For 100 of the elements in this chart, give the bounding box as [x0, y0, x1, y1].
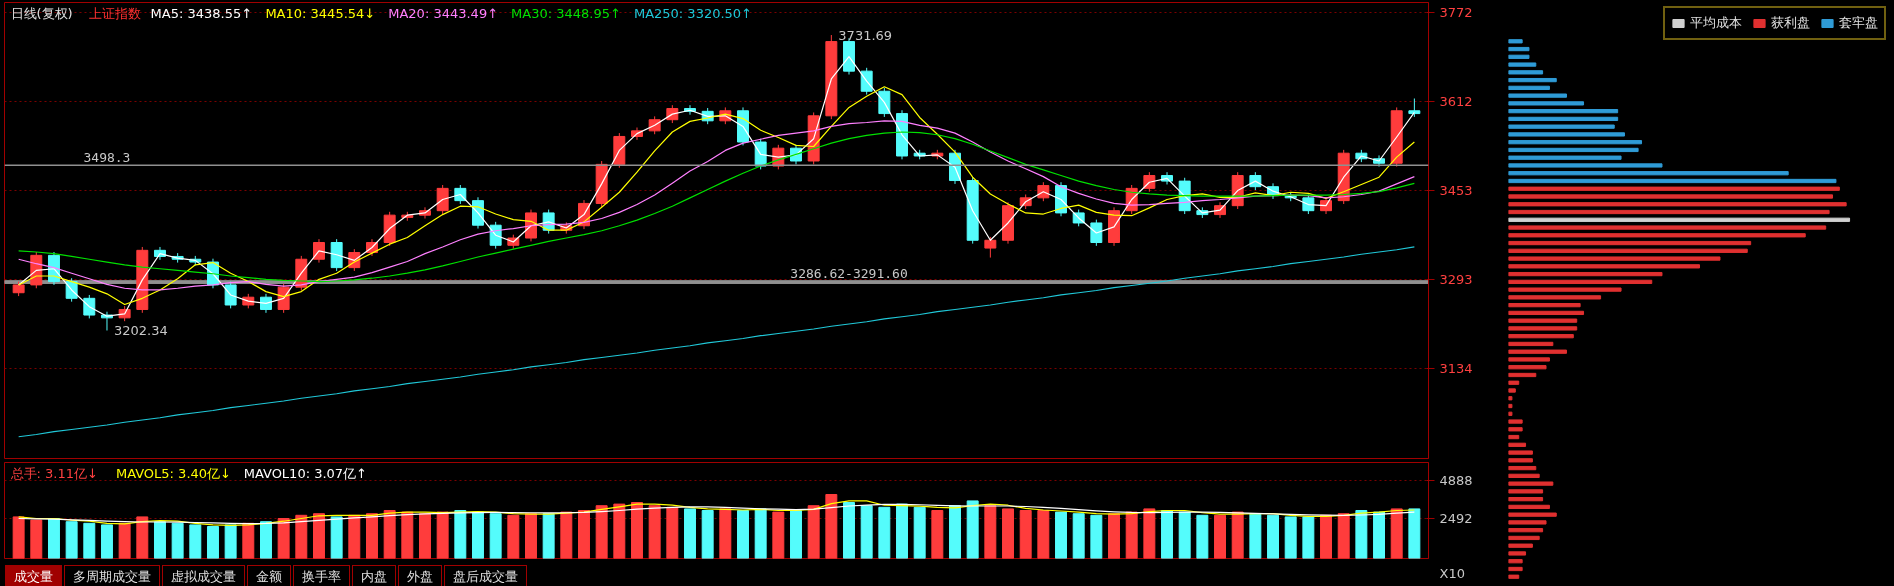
bar [525, 513, 537, 559]
bar [171, 522, 184, 559]
bar [1508, 77, 1557, 83]
bar [295, 514, 308, 559]
bar [1508, 70, 1544, 75]
band-label: 3286.62-3291.60 [790, 265, 908, 281]
bar [1508, 140, 1643, 145]
bar [472, 511, 484, 559]
text: MA250: 3320.50↑ [633, 5, 753, 21]
text: MA5: 3438.55↑ [150, 5, 253, 21]
bar [507, 514, 520, 559]
candlestick [224, 281, 237, 309]
bar [737, 510, 749, 559]
bar [1508, 481, 1554, 486]
y-tick-label: 3293 [1439, 272, 1473, 288]
text: MA30: 3448.95↑ [511, 5, 621, 21]
bar [1508, 318, 1578, 323]
bar [1508, 271, 1663, 277]
bar [1508, 349, 1567, 354]
bar [1508, 403, 1513, 409]
bar [1508, 450, 1533, 455]
line-series [18, 246, 1415, 438]
bar [843, 502, 855, 559]
bar [1508, 279, 1653, 284]
text: 成交量 [5, 565, 62, 586]
bar [1508, 396, 1513, 401]
candlestick [1090, 219, 1103, 247]
y-tick-label: 3772 [1439, 5, 1473, 21]
candlestick [1302, 194, 1315, 215]
bar [1125, 511, 1138, 559]
candlestick [984, 236, 997, 259]
bar [966, 500, 979, 559]
bar [931, 510, 944, 559]
bar [1508, 240, 1752, 246]
bar [30, 519, 43, 559]
bar [1055, 511, 1067, 559]
bar [684, 508, 696, 559]
bar [719, 508, 732, 559]
bar [560, 511, 573, 559]
bar [348, 514, 361, 559]
bar [631, 502, 643, 559]
y-tick-label: 3612 [1439, 94, 1473, 110]
text: MAVOL10: 3.07亿↑ [243, 465, 368, 481]
bar [949, 505, 961, 559]
bar [1508, 85, 1550, 90]
bar [1508, 62, 1537, 67]
bar [154, 521, 166, 559]
bar [1508, 46, 1530, 52]
bar [330, 516, 343, 559]
bar [1196, 514, 1209, 559]
bar [1508, 326, 1578, 331]
y-tick-label: 2492 [1439, 511, 1473, 527]
bar [1508, 303, 1581, 308]
bar [1508, 543, 1533, 548]
text: MA10: 3445.54↓ [265, 5, 376, 21]
bar [1390, 508, 1403, 559]
bar [1508, 380, 1520, 385]
bar [1508, 528, 1544, 533]
bar [613, 503, 626, 559]
candlestick [436, 184, 449, 215]
bar [277, 518, 290, 559]
bar [1508, 473, 1540, 478]
bar [1508, 458, 1533, 463]
bar [1508, 54, 1530, 59]
bar [1214, 514, 1226, 559]
bar [419, 513, 431, 559]
bar [1302, 516, 1315, 559]
bar [878, 506, 891, 559]
bar [1508, 155, 1622, 160]
text: MAVOL5: 3.40亿↓ [115, 465, 231, 481]
bar [772, 511, 785, 559]
bar [1508, 504, 1550, 510]
text: MA20: 3443.49↑ [388, 5, 499, 21]
bar [1508, 256, 1721, 261]
y-tick-label: 3134 [1439, 361, 1473, 377]
bar [189, 524, 202, 559]
bar [1508, 310, 1585, 316]
bar [1508, 512, 1557, 517]
bar [1508, 209, 1830, 215]
legend-label: 平均成本 [1690, 14, 1742, 32]
bar [436, 511, 449, 559]
bar [1508, 372, 1537, 378]
bar [1284, 516, 1297, 559]
bar [1019, 510, 1032, 559]
text: 虚拟成交量 [162, 565, 245, 586]
bar [1508, 520, 1547, 525]
bar [1320, 514, 1333, 559]
text: 盘后成交量 [444, 565, 527, 586]
bar [701, 510, 714, 559]
bar [807, 505, 820, 559]
bar [1508, 427, 1523, 432]
y-tick-label: 4888 [1439, 472, 1473, 488]
bar [1373, 511, 1386, 559]
text: 多周期成交量 [64, 565, 160, 586]
bar [83, 522, 96, 559]
bar [12, 516, 25, 559]
bar [1508, 124, 1615, 129]
bar [1508, 171, 1789, 176]
bar [1508, 442, 1527, 447]
bar [1108, 513, 1120, 559]
